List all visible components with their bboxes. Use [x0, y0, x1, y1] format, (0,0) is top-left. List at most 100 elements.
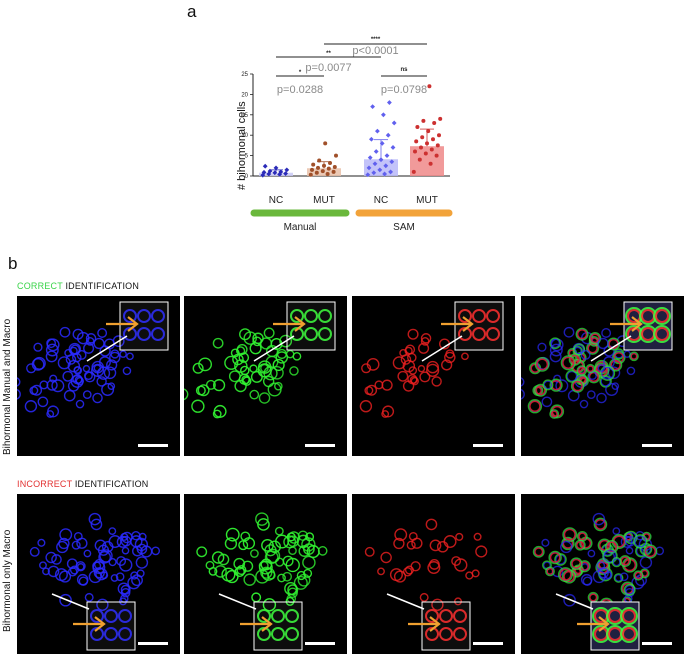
category-label: NC	[374, 195, 388, 206]
data-point	[417, 157, 422, 162]
data-point	[261, 169, 267, 175]
data-point	[367, 155, 373, 161]
data-point	[423, 151, 428, 156]
data-point	[372, 161, 378, 167]
leader-line	[253, 335, 295, 362]
data-point	[377, 167, 383, 173]
data-point	[381, 112, 386, 118]
arrow-head-icon	[631, 316, 643, 332]
y-tick-label: 10	[241, 133, 248, 139]
data-point	[413, 149, 417, 154]
p-value: p=0.0288	[277, 84, 323, 96]
significance-stars: *	[299, 70, 302, 76]
data-point	[432, 120, 437, 125]
category-label: MUT	[416, 195, 438, 206]
data-point	[438, 116, 443, 121]
data-point	[382, 171, 387, 177]
group-label: Manual	[284, 222, 317, 233]
leader-line	[51, 593, 90, 610]
micrograph-image	[196, 512, 328, 651]
scale-bar	[138, 444, 168, 447]
bar	[259, 172, 293, 176]
p-value: p<0.0001	[352, 45, 398, 57]
data-point	[366, 165, 372, 171]
data-point	[385, 132, 391, 138]
scale-bar	[642, 444, 672, 447]
data-point	[284, 167, 290, 173]
micrograph-row2-green-channel	[184, 494, 347, 654]
data-point	[332, 165, 337, 170]
data-point	[322, 163, 326, 168]
panel-b-letter: b	[8, 254, 18, 273]
micrograph-image	[521, 301, 673, 419]
arrow-head-icon	[94, 616, 106, 632]
y-tick-label: 15	[241, 113, 248, 119]
row1-side-label: Bihormonal Manual and Macro	[2, 318, 13, 455]
data-point	[425, 141, 429, 146]
micrograph-image	[17, 301, 169, 418]
data-point	[323, 141, 328, 146]
data-point	[311, 162, 316, 167]
row2-title-colored: INCORRECT	[17, 479, 73, 489]
data-point	[369, 136, 374, 142]
data-point	[420, 135, 425, 140]
data-point	[414, 139, 419, 144]
data-point	[365, 172, 371, 178]
data-point	[326, 166, 331, 171]
leader-line	[386, 593, 425, 610]
arrow-head-icon	[598, 616, 610, 632]
data-point	[388, 169, 393, 175]
data-point	[267, 168, 273, 174]
data-point	[387, 100, 392, 105]
data-point	[370, 104, 375, 110]
data-point	[308, 172, 313, 177]
data-point	[272, 170, 278, 176]
data-point	[434, 153, 439, 158]
leader-line	[218, 593, 257, 610]
arrow-head-icon	[261, 616, 273, 632]
data-point	[411, 169, 416, 174]
leader-line	[590, 335, 632, 362]
data-point	[391, 120, 397, 126]
data-point	[415, 125, 420, 130]
data-point	[384, 153, 390, 158]
row2-title-rest: IDENTIFICATION	[72, 479, 149, 489]
data-point	[379, 140, 385, 146]
scale-bar	[305, 642, 335, 645]
data-point	[390, 145, 396, 150]
data-point	[431, 137, 435, 142]
data-point	[421, 118, 426, 123]
data-point	[435, 143, 440, 148]
row1-title-colored: CORRECT	[17, 281, 63, 291]
scale-bar	[305, 444, 335, 447]
micrograph-image	[184, 301, 336, 419]
p-value: p=0.0077	[305, 62, 351, 74]
scale-bar	[642, 642, 672, 645]
micrograph-row2-blue-channel	[17, 494, 180, 654]
significance-stars: **	[326, 51, 331, 57]
y-tick-label: 0	[245, 174, 249, 180]
data-point	[283, 171, 288, 176]
micrograph-row1-blue-channel	[17, 296, 180, 456]
panel-a-letter: a	[187, 2, 197, 21]
data-point	[320, 169, 325, 174]
micrograph-row1-red-channel	[352, 296, 515, 456]
data-point	[437, 133, 441, 138]
data-point	[389, 159, 395, 165]
y-tick-label: 20	[241, 92, 248, 98]
significance-stars: ns	[400, 67, 408, 73]
y-tick-label: 5	[245, 154, 249, 160]
leader-line	[86, 335, 128, 362]
data-point	[378, 157, 384, 163]
data-point	[419, 145, 423, 150]
data-point	[262, 163, 268, 169]
micrograph-image	[359, 301, 504, 418]
data-point	[429, 147, 434, 152]
category-label: NC	[269, 195, 283, 206]
data-point	[428, 161, 433, 166]
row2-side-label: Bihormonal only Macro	[2, 529, 13, 632]
data-point	[328, 160, 332, 165]
arrow-head-icon	[429, 616, 441, 632]
data-point	[266, 171, 272, 177]
data-point	[427, 84, 432, 89]
